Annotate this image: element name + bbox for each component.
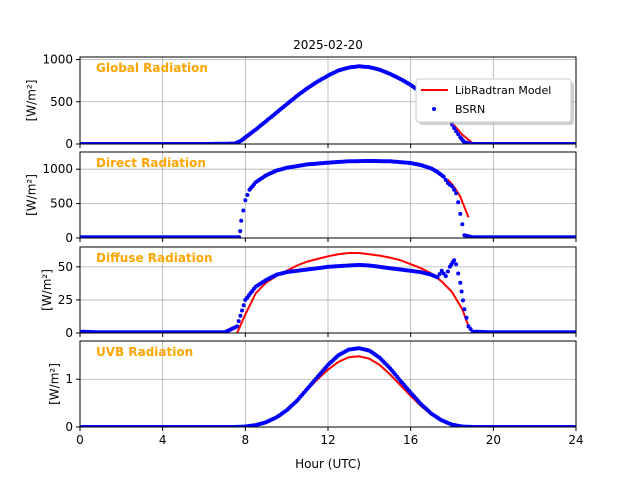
bsrn-point	[460, 222, 465, 227]
y-tick-label: 0	[65, 326, 73, 340]
bsrn-point	[468, 327, 473, 331]
y-tick-label: 1000	[42, 53, 73, 67]
bsrn-point	[435, 275, 440, 280]
x-tick-label: 0	[76, 433, 84, 447]
bsrn-point	[241, 208, 246, 213]
figure-title: 2025-02-20	[293, 38, 363, 52]
x-tick-label: 16	[403, 433, 418, 447]
legend-bsrn-swatch	[432, 107, 436, 111]
bsrn-point	[238, 229, 243, 234]
legend-bsrn-label: BSRN	[455, 103, 485, 116]
bsrn-point	[443, 274, 448, 279]
bsrn-point	[452, 187, 457, 192]
bsrn-point	[236, 319, 241, 324]
bsrn-point	[454, 191, 459, 196]
bsrn-point	[243, 198, 248, 203]
bsrn-point	[458, 280, 463, 285]
plot-area	[80, 252, 576, 333]
y-tick-label: 1	[65, 372, 73, 386]
x-tick-label: 20	[486, 433, 501, 447]
y-tick-label: 1000	[42, 162, 73, 176]
y-tick-label: 500	[50, 95, 73, 109]
legend-model-label: LibRadtran Model	[455, 84, 551, 97]
y-tick-label: 25	[58, 293, 73, 307]
bsrn-point	[437, 272, 442, 277]
x-tick-label: 24	[568, 433, 583, 447]
bsrn-point	[240, 308, 244, 313]
y-axis-label: [W/m²]	[47, 363, 61, 405]
y-tick-label: 0	[65, 137, 73, 151]
bsrn-point	[450, 122, 454, 127]
bsrn-point	[454, 129, 459, 134]
bsrn-point	[454, 262, 459, 267]
bsrn-point	[452, 258, 457, 263]
bsrn-point	[245, 193, 250, 197]
bsrn-point	[450, 184, 454, 189]
chart-legend: LibRadtran Model BSRN	[415, 78, 574, 125]
plot-area	[80, 158, 576, 238]
panel-label: UVB Radiation	[96, 345, 193, 359]
bsrn-point	[456, 271, 461, 276]
y-tick-label: 50	[58, 260, 73, 274]
bsrn-point	[445, 269, 450, 274]
bsrn-point	[458, 211, 463, 216]
direct-radiation-panel: 0 500 1000 Direct Radiation [W/m²]	[25, 151, 577, 245]
bsrn-point	[461, 298, 465, 303]
bsrn-point	[456, 132, 461, 137]
bsrn-point	[239, 218, 244, 223]
bsrn-point	[456, 200, 461, 205]
uvb-radiation-panel: 0 4 8 12 16 20 24 0 1 UVB Radiation [W/m²]	[47, 340, 584, 447]
bsrn-point	[238, 313, 243, 318]
y-tick-label: 0	[65, 231, 73, 245]
bsrn-point	[464, 315, 469, 320]
y-axis-label: [W/m²]	[25, 174, 39, 216]
bsrn-point	[443, 177, 448, 182]
x-axis-label: Hour (UTC)	[295, 457, 361, 471]
bsrn-point	[441, 174, 446, 179]
panel-label: Diffuse Radiation	[96, 251, 213, 265]
bsrn-point	[452, 126, 457, 130]
diffuse-radiation-panel: 0 25 50 Diffuse Radiation [W/m²]	[40, 246, 577, 340]
x-tick-label: 4	[159, 433, 167, 447]
panel-label: Direct Radiation	[96, 156, 206, 170]
x-tick-label: 12	[320, 433, 335, 447]
panel-label: Global Radiation	[96, 61, 208, 75]
bsrn-point	[237, 235, 242, 238]
y-axis-label: [W/m²]	[25, 80, 39, 122]
bsrn-point	[462, 307, 467, 312]
y-axis-label: [W/m²]	[40, 269, 54, 311]
y-tick-label: 0	[65, 420, 73, 434]
x-tick-label: 8	[242, 433, 250, 447]
bsrn-point	[459, 289, 464, 294]
legend-box	[415, 78, 572, 123]
y-tick-label: 500	[50, 197, 73, 211]
bsrn-point	[235, 324, 240, 329]
bsrn-point	[241, 303, 246, 308]
